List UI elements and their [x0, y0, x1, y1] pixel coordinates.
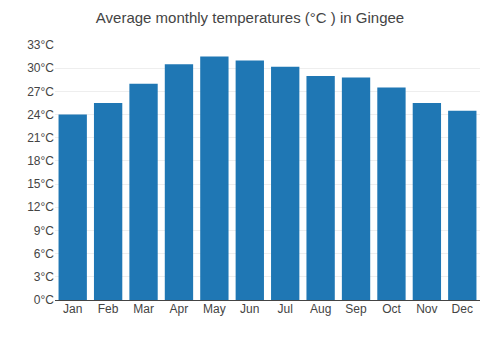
svg-text:Dec: Dec: [452, 302, 473, 316]
svg-text:6°C: 6°C: [34, 247, 54, 261]
svg-text:May: May: [203, 302, 226, 316]
svg-text:9°C: 9°C: [34, 224, 54, 238]
svg-text:24°C: 24°C: [27, 108, 54, 122]
svg-text:33°C: 33°C: [27, 38, 54, 52]
svg-text:18°C: 18°C: [27, 154, 54, 168]
svg-text:0°C: 0°C: [34, 293, 54, 307]
svg-text:Sep: Sep: [345, 302, 367, 316]
svg-text:Jun: Jun: [240, 302, 259, 316]
svg-text:12°C: 12°C: [27, 200, 54, 214]
svg-text:15°C: 15°C: [27, 177, 54, 191]
svg-text:Mar: Mar: [133, 302, 154, 316]
svg-text:27°C: 27°C: [27, 85, 54, 99]
svg-text:Jul: Jul: [278, 302, 293, 316]
svg-text:Oct: Oct: [382, 302, 401, 316]
svg-text:Average monthly temperatures (: Average monthly temperatures (°C ) in Gi…: [96, 9, 404, 26]
svg-text:Jan: Jan: [63, 302, 82, 316]
svg-text:3°C: 3°C: [34, 270, 54, 284]
svg-text:Nov: Nov: [416, 302, 437, 316]
svg-text:21°C: 21°C: [27, 131, 54, 145]
svg-text:Feb: Feb: [98, 302, 119, 316]
svg-text:30°C: 30°C: [27, 61, 54, 75]
svg-text:Aug: Aug: [310, 302, 331, 316]
svg-text:Apr: Apr: [170, 302, 189, 316]
